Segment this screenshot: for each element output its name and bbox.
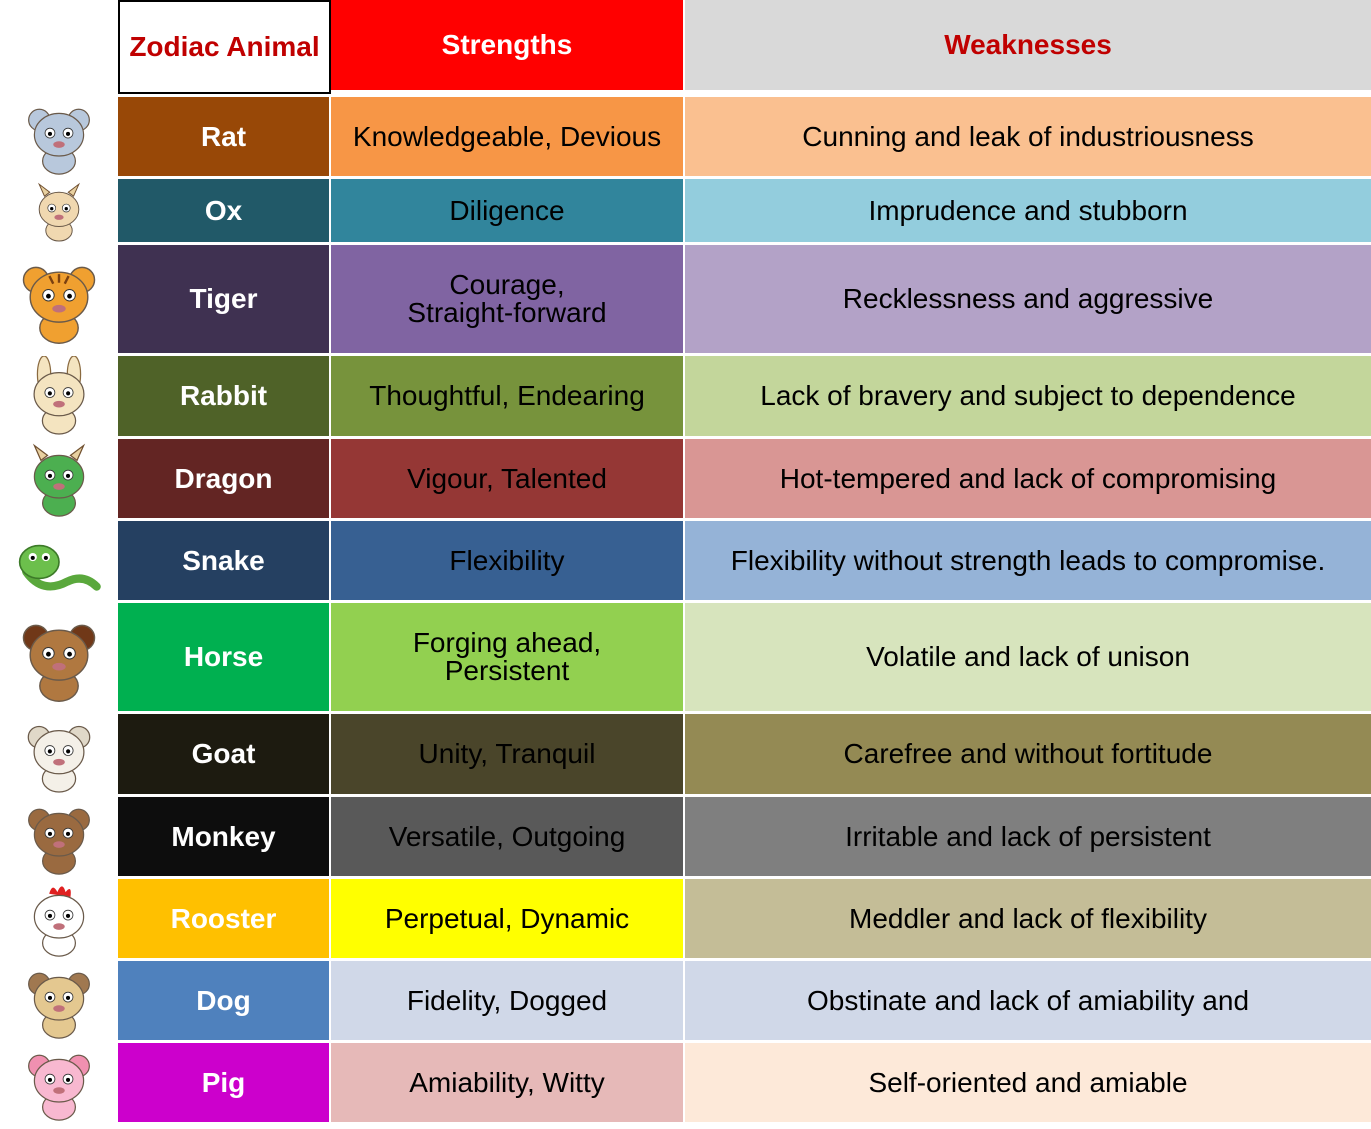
table-row: Rat Knowledgeable, Devious Cunning and lea… [118, 97, 1371, 179]
strengths-cell: Unity, Tranquil [331, 714, 685, 797]
table-row: Dragon Vigour, Talented Hot-tempered and l… [118, 439, 1371, 521]
strengths-cell: Amiability, Witty [331, 1043, 685, 1125]
weaknesses-cell: Obstinate and lack of amiability and [685, 961, 1371, 1043]
table-row: Tiger Courage, Straight-forward Recklessne… [118, 245, 1371, 356]
monkey-icon [6, 797, 112, 879]
strengths-cell: Fidelity, Dogged [331, 961, 685, 1043]
dragon-icon [6, 439, 112, 521]
animal-name-cell: Ox [118, 179, 331, 245]
strengths-cell: Perpetual, Dynamic [331, 879, 685, 961]
table-row: Rabbit Thoughtful, Endearing Lack of brave… [118, 356, 1371, 439]
animal-name-cell: Rat [118, 97, 331, 179]
strengths-cell: Flexibility [331, 521, 685, 603]
weaknesses-cell: Lack of bravery and subject to dependenc… [685, 356, 1371, 439]
animal-name-cell: Dog [118, 961, 331, 1043]
animal-name-cell: Dragon [118, 439, 331, 521]
goat-icon [6, 714, 112, 797]
animal-name-cell: Monkey [118, 797, 331, 879]
table-row: Snake Flexibility Flexibility without stre… [118, 521, 1371, 603]
animal-name-cell: Rooster [118, 879, 331, 961]
animal-name-cell: Snake [118, 521, 331, 603]
tiger-icon [6, 253, 112, 349]
table-row: Goat Unity, Tranquil Carefree and without … [118, 714, 1371, 797]
pig-icon [6, 1043, 112, 1125]
weaknesses-cell: Recklessness and aggressive [685, 245, 1371, 356]
weaknesses-cell: Imprudence and stubborn [685, 179, 1371, 245]
weaknesses-cell: Carefree and without fortitude [685, 714, 1371, 797]
animal-name-cell: Horse [118, 603, 331, 714]
weaknesses-cell: Irritable and lack of persistent [685, 797, 1371, 879]
table-row: Ox Diligence Imprudence and stubborn [118, 179, 1371, 245]
strengths-cell: Forging ahead, Persistent [331, 603, 685, 714]
table-row: Rooster Perpetual, Dynamic Meddler and lac… [118, 879, 1371, 961]
strengths-cell: Vigour, Talented [331, 439, 685, 521]
header-weaknesses: Weaknesses [685, 0, 1371, 94]
strengths-cell: Courage, Straight-forward [331, 245, 685, 356]
horse-icon [6, 611, 112, 707]
table-row: Pig Amiability, Witty Self-oriented and am… [118, 1043, 1371, 1125]
table-row: Dog Fidelity, Dogged Obstinate and lack of… [118, 961, 1371, 1043]
strengths-cell: Knowledgeable, Devious [331, 97, 685, 179]
header-strengths: Strengths [331, 0, 685, 94]
animal-icon-column [0, 0, 118, 1129]
weaknesses-cell: Flexibility without strength leads to co… [685, 521, 1371, 603]
ox-icon [6, 179, 112, 245]
table-row: Horse Forging ahead, Persistent Volatile a… [118, 603, 1371, 714]
weaknesses-cell: Meddler and lack of flexibility [685, 879, 1371, 961]
strengths-cell: Versatile, Outgoing [331, 797, 685, 879]
dog-icon [6, 961, 112, 1043]
header-zodiac-animal: Zodiac Animal [118, 0, 331, 94]
animal-name-cell: Rabbit [118, 356, 331, 439]
weaknesses-cell: Self-oriented and amiable [685, 1043, 1371, 1125]
rat-icon [6, 97, 112, 179]
animal-name-cell: Tiger [118, 245, 331, 356]
header-row: Zodiac Animal Strengths Weaknesses [118, 0, 1371, 94]
animal-name-cell: Pig [118, 1043, 331, 1125]
weaknesses-cell: Cunning and leak of industriousness [685, 97, 1371, 179]
zodiac-table: Zodiac Animal Strengths Weaknesses Rat Kn… [118, 0, 1371, 1125]
snake-icon [6, 521, 112, 603]
weaknesses-cell: Volatile and lack of unison [685, 603, 1371, 714]
rooster-icon [6, 879, 112, 961]
weaknesses-cell: Hot-tempered and lack of compromising [685, 439, 1371, 521]
table-row: Monkey Versatile, Outgoing Irritable and l… [118, 797, 1371, 879]
strengths-cell: Diligence [331, 179, 685, 245]
animal-name-cell: Goat [118, 714, 331, 797]
strengths-cell: Thoughtful, Endearing [331, 356, 685, 439]
rabbit-icon [6, 356, 112, 439]
